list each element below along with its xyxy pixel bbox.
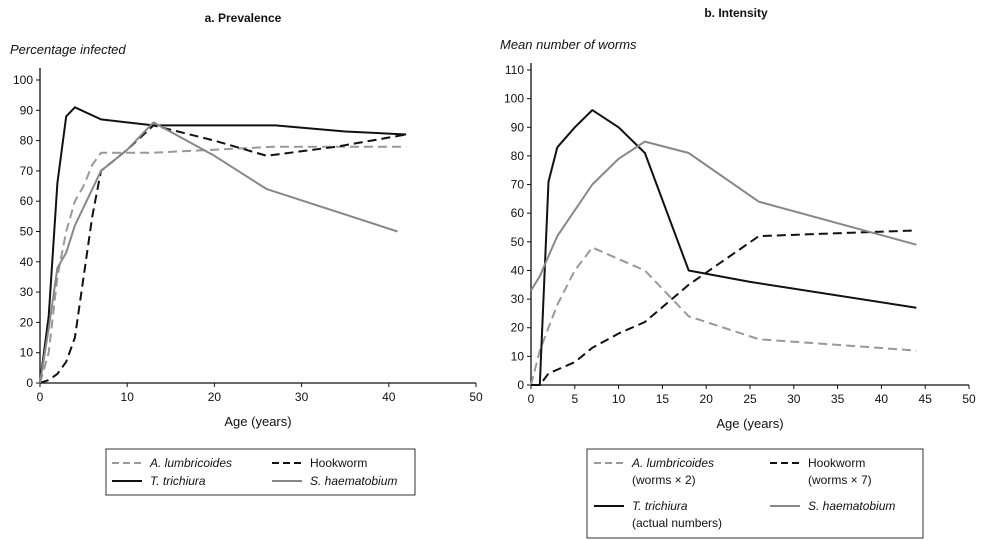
- intensity-series-line: [530, 140, 917, 292]
- intensity-legend-label: T. trichiura: [632, 499, 688, 513]
- prevalence-y-tick-label: 100: [13, 73, 33, 87]
- intensity-y-tick-label: 0: [517, 378, 524, 392]
- intensity-x-tick-label: 25: [743, 392, 757, 406]
- intensity-x-axis-label: Age (years): [716, 416, 783, 431]
- intensity-x-tick-label: 40: [875, 392, 889, 406]
- prevalence-y-tick-label: 90: [20, 103, 34, 117]
- prevalence-legend-label: S. haematobium: [310, 474, 397, 488]
- intensity-series-line: [530, 246, 917, 386]
- intensity-x-tick-label: 45: [919, 392, 933, 406]
- intensity-x-tick-label: 0: [528, 392, 535, 406]
- intensity-title: b. Intensity: [704, 6, 768, 20]
- intensity-y-tick-label: 90: [511, 120, 525, 134]
- intensity-legend-label: A. lumbricoides: [631, 456, 714, 470]
- prevalence-panel: a. Prevalence Percentage infected Age (y…: [10, 11, 483, 496]
- prevalence-y-tick-label: 30: [20, 285, 34, 299]
- prevalence-y-tick-label: 50: [20, 225, 34, 239]
- intensity-y-tick-label: 10: [511, 349, 525, 363]
- intensity-y-tick-label: 110: [505, 63, 524, 77]
- intensity-panel: b. Intensity Mean number of worms Age (y…: [500, 6, 976, 539]
- intensity-legend-label: S. haematobium: [808, 499, 895, 513]
- intensity-x-tick-label: 5: [571, 392, 578, 406]
- prevalence-x-tick-label: 30: [295, 390, 309, 404]
- prevalence-y-tick-label: 10: [20, 346, 34, 360]
- intensity-y-tick-label: 100: [504, 92, 524, 106]
- intensity-x-tick-label: 30: [787, 392, 801, 406]
- intensity-y-tick-label: 80: [511, 149, 525, 163]
- prevalence-series-line: [39, 145, 407, 384]
- intensity-legend: [586, 448, 924, 539]
- intensity-legend-label: (worms × 7): [808, 473, 872, 487]
- intensity-series-line: [531, 229, 917, 386]
- intensity-y-tick-label: 30: [511, 292, 525, 306]
- intensity-x-tick-label: 35: [831, 392, 845, 406]
- prevalence-title: a. Prevalence: [205, 11, 282, 25]
- prevalence-y-axis-label: Percentage infected: [10, 42, 126, 57]
- intensity-y-axis-label: Mean number of worms: [500, 37, 637, 52]
- prevalence-x-axis-label: Age (years): [224, 414, 291, 429]
- prevalence-legend-label: A. lumbricoides: [149, 456, 232, 470]
- prevalence-x-tick-label: 10: [121, 390, 135, 404]
- intensity-x-tick-label: 50: [962, 392, 976, 406]
- intensity-series-line: [531, 109, 917, 386]
- intensity-y-tick-label: 60: [511, 206, 525, 220]
- intensity-x-tick-label: 20: [700, 392, 714, 406]
- prevalence-y-tick-label: 70: [20, 164, 34, 178]
- intensity-x-tick-label: 10: [612, 392, 626, 406]
- prevalence-legend: [105, 448, 416, 496]
- prevalence-x-tick-label: 40: [382, 390, 396, 404]
- prevalence-y-tick-label: 60: [20, 194, 34, 208]
- intensity-legend-label: (worms × 2): [632, 473, 696, 487]
- prevalence-y-tick-label: 40: [20, 255, 34, 269]
- intensity-x-tick-label: 15: [656, 392, 670, 406]
- intensity-legend-label: (actual numbers): [632, 516, 722, 530]
- prevalence-legend-label: Hookworm: [310, 456, 367, 470]
- prevalence-series-line: [39, 124, 407, 384]
- prevalence-x-tick-label: 20: [208, 390, 222, 404]
- prevalence-x-tick-label: 50: [469, 390, 483, 404]
- intensity-y-tick-label: 40: [511, 263, 525, 277]
- prevalence-y-tick-label: 0: [26, 376, 33, 390]
- intensity-y-tick-label: 20: [511, 321, 525, 335]
- prevalence-legend-label: T. trichiura: [150, 474, 206, 488]
- intensity-y-tick-label: 70: [511, 178, 525, 192]
- prevalence-y-tick-label: 20: [20, 315, 34, 329]
- prevalence-series-line: [39, 106, 407, 384]
- prevalence-series-line: [39, 121, 398, 384]
- prevalence-y-tick-label: 80: [20, 134, 34, 148]
- intensity-y-tick-label: 50: [511, 235, 525, 249]
- prevalence-x-tick-label: 0: [37, 390, 44, 404]
- intensity-legend-label: Hookworm: [808, 456, 865, 470]
